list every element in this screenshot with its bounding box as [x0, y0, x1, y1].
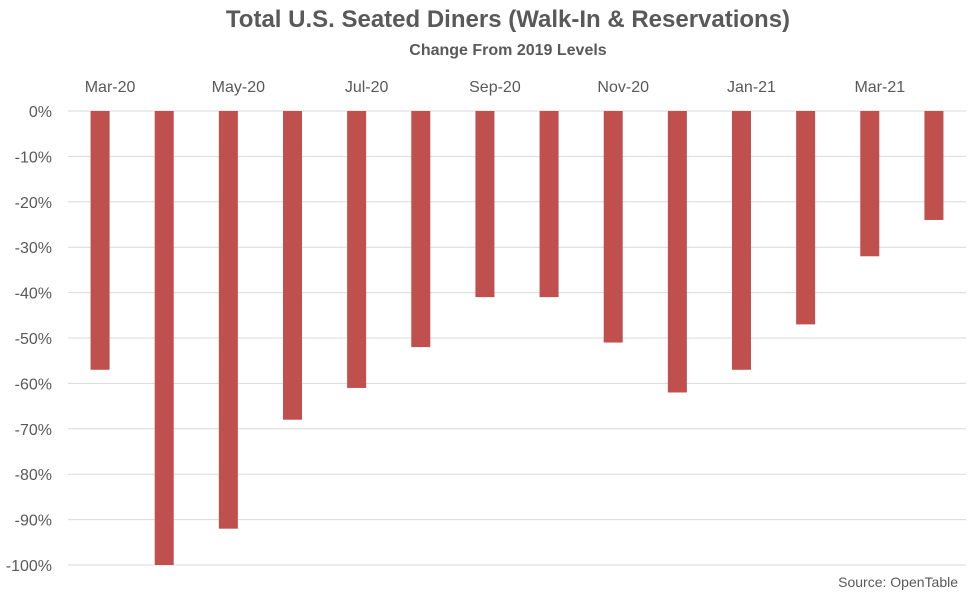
bar-apr-21 [924, 111, 944, 220]
bar-nov-20 [603, 111, 623, 343]
bar-dec-20 [667, 111, 687, 393]
x-tick-label: Jan-21 [727, 79, 776, 96]
bar-aug-20 [411, 111, 431, 348]
y-tick-label: -90% [15, 513, 52, 530]
y-tick-label: -80% [15, 467, 52, 484]
x-tick-label: Sep-20 [469, 79, 521, 96]
y-tick-label: -40% [15, 286, 52, 303]
bar-may-20 [218, 111, 238, 529]
y-tick-label: -30% [15, 240, 52, 257]
y-tick-label: 0% [29, 104, 52, 121]
bar-apr-20 [154, 111, 174, 565]
x-tick-label: May-20 [212, 79, 265, 96]
x-tick-label: Mar-20 [85, 79, 136, 96]
source-note: Source: OpenTable [838, 574, 958, 590]
y-tick-label: -60% [15, 376, 52, 393]
x-tick-label: Nov-20 [597, 79, 649, 96]
bar-mar-21 [860, 111, 880, 257]
bar-jul-20 [347, 111, 367, 388]
x-tick-label: Jul-20 [345, 79, 389, 96]
bar-oct-20 [539, 111, 559, 298]
y-tick-label: -10% [15, 149, 52, 166]
y-tick-label: -70% [15, 422, 52, 439]
bar-sep-20 [475, 111, 495, 298]
bar-mar-20 [90, 111, 110, 370]
y-tick-label: -50% [15, 331, 52, 348]
y-tick-label: -20% [15, 195, 52, 212]
bar-jun-20 [283, 111, 302, 420]
x-tick-label: Mar-21 [854, 79, 905, 96]
bar-feb-21 [796, 111, 816, 325]
bar-jan-21 [732, 111, 751, 370]
chart-title: Total U.S. Seated Diners (Walk-In & Rese… [225, 6, 791, 33]
y-tick-label: -100% [6, 558, 52, 575]
chart-subtitle: Change From 2019 Levels [409, 42, 607, 59]
